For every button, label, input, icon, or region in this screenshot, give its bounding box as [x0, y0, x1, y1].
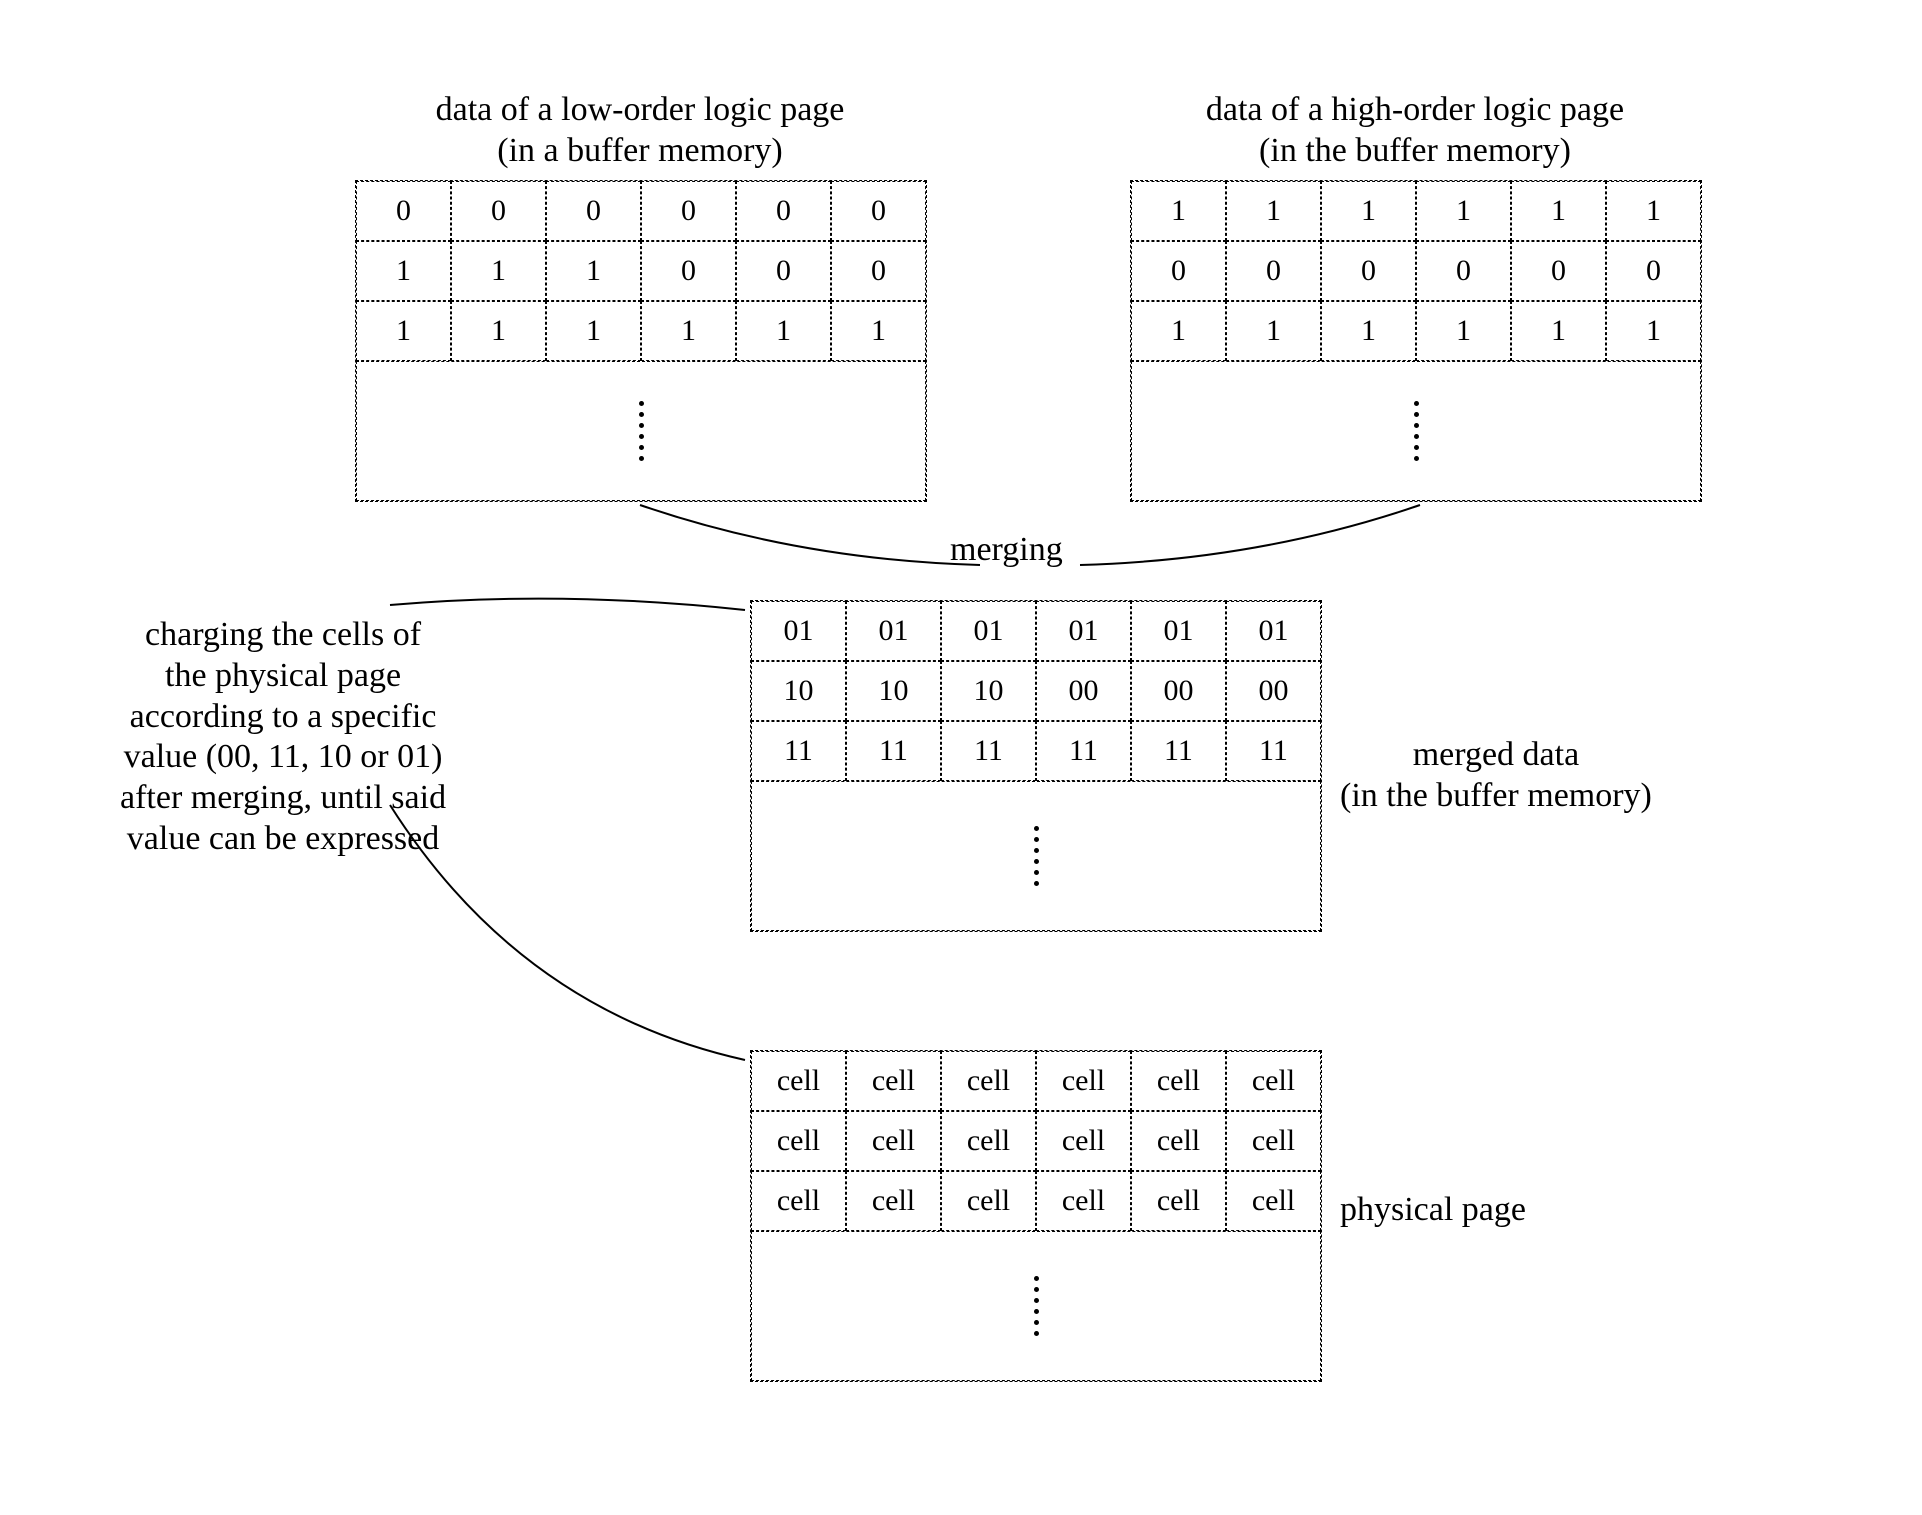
label-high-order-title: data of a high-order logic page (in the … [1130, 90, 1700, 172]
table-cell: 0 [641, 181, 736, 241]
table-cell: 1 [1321, 181, 1416, 241]
table-cell: 0 [1321, 241, 1416, 301]
table-cell: 0 [831, 241, 926, 301]
label-charging-note: charging the cells of the physical page … [120, 615, 446, 860]
label-low-order-title: data of a low-order logic page (in a buf… [355, 90, 925, 172]
table-cell: 1 [1416, 181, 1511, 241]
table-cell: cell [1131, 1171, 1226, 1231]
table-cell: 1 [451, 241, 546, 301]
table-cell: cell [1226, 1051, 1321, 1111]
table-cell: cell [941, 1111, 1036, 1171]
vertical-ellipsis-icon [1034, 1276, 1039, 1336]
table-cell: cell [1036, 1051, 1131, 1111]
table-cell: 0 [736, 241, 831, 301]
table-cell: 11 [846, 721, 941, 781]
table-physical: cellcellcellcellcellcellcellcellcellcell… [750, 1050, 1322, 1382]
table-cell: 1 [641, 301, 736, 361]
vertical-ellipsis-icon [639, 401, 644, 461]
table-cell: 01 [751, 601, 846, 661]
table-cell: 1 [1226, 301, 1321, 361]
table-cell: 1 [1416, 301, 1511, 361]
table-cell: cell [846, 1171, 941, 1231]
ellipsis-row [751, 1231, 1321, 1381]
table-cell: 1 [1226, 181, 1321, 241]
ellipsis-row [356, 361, 926, 501]
label-physical-page: physical page [1340, 1190, 1526, 1231]
table-cell: 10 [846, 661, 941, 721]
table-cell: 1 [1511, 181, 1606, 241]
table-cell: cell [1131, 1051, 1226, 1111]
label-merging: merging [950, 530, 1063, 571]
table-cell: cell [751, 1171, 846, 1231]
table-cell: cell [941, 1051, 1036, 1111]
table-cell: cell [1036, 1171, 1131, 1231]
table-cell: 0 [1131, 241, 1226, 301]
table-cell: 1 [546, 301, 641, 361]
table-cell: 11 [751, 721, 846, 781]
table-cell: 1 [356, 301, 451, 361]
table-cell: cell [751, 1051, 846, 1111]
vertical-ellipsis-icon [1034, 826, 1039, 886]
table-cell: 01 [1226, 601, 1321, 661]
table-cell: 01 [941, 601, 1036, 661]
table-cell: 00 [1131, 661, 1226, 721]
table-cell: cell [751, 1111, 846, 1171]
table-cell: 0 [1511, 241, 1606, 301]
table-cell: 11 [1226, 721, 1321, 781]
diagram-root: data of a low-order logic page (in a buf… [0, 0, 1922, 1515]
table-cell: cell [1226, 1171, 1321, 1231]
table-high-order: 111111000000111111 [1130, 180, 1702, 502]
table-cell: 01 [1036, 601, 1131, 661]
table-low-order: 000000111000111111 [355, 180, 927, 502]
table-cell: 10 [941, 661, 1036, 721]
table-cell: 11 [1131, 721, 1226, 781]
table-cell: 1 [356, 241, 451, 301]
table-cell: 1 [451, 301, 546, 361]
table-cell: 0 [1606, 241, 1701, 301]
table-cell: 0 [641, 241, 736, 301]
table-cell: 0 [1416, 241, 1511, 301]
ellipsis-row [1131, 361, 1701, 501]
table-cell: 01 [1131, 601, 1226, 661]
table-cell: 1 [546, 241, 641, 301]
table-cell: cell [1226, 1111, 1321, 1171]
table-cell: 1 [1131, 181, 1226, 241]
table-cell: 11 [941, 721, 1036, 781]
table-cell: 0 [1226, 241, 1321, 301]
label-merged-data: merged data (in the buffer memory) [1340, 735, 1652, 817]
table-cell: 1 [736, 301, 831, 361]
table-cell: 1 [1606, 301, 1701, 361]
table-cell: 0 [546, 181, 641, 241]
table-cell: cell [846, 1111, 941, 1171]
table-cell: cell [941, 1171, 1036, 1231]
table-cell: 10 [751, 661, 846, 721]
table-cell: 1 [1511, 301, 1606, 361]
vertical-ellipsis-icon [1414, 401, 1419, 461]
table-cell: 1 [831, 301, 926, 361]
table-cell: 00 [1226, 661, 1321, 721]
table-cell: cell [1131, 1111, 1226, 1171]
table-cell: 00 [1036, 661, 1131, 721]
table-cell: 1 [1606, 181, 1701, 241]
table-cell: 1 [1131, 301, 1226, 361]
table-cell: 0 [451, 181, 546, 241]
table-cell: cell [1036, 1111, 1131, 1171]
table-cell: 0 [736, 181, 831, 241]
table-cell: 01 [846, 601, 941, 661]
table-cell: 11 [1036, 721, 1131, 781]
ellipsis-row [751, 781, 1321, 931]
table-cell: 1 [1321, 301, 1416, 361]
table-cell: 0 [356, 181, 451, 241]
table-merged: 010101010101101010000000111111111111 [750, 600, 1322, 932]
table-cell: 0 [831, 181, 926, 241]
table-cell: cell [846, 1051, 941, 1111]
